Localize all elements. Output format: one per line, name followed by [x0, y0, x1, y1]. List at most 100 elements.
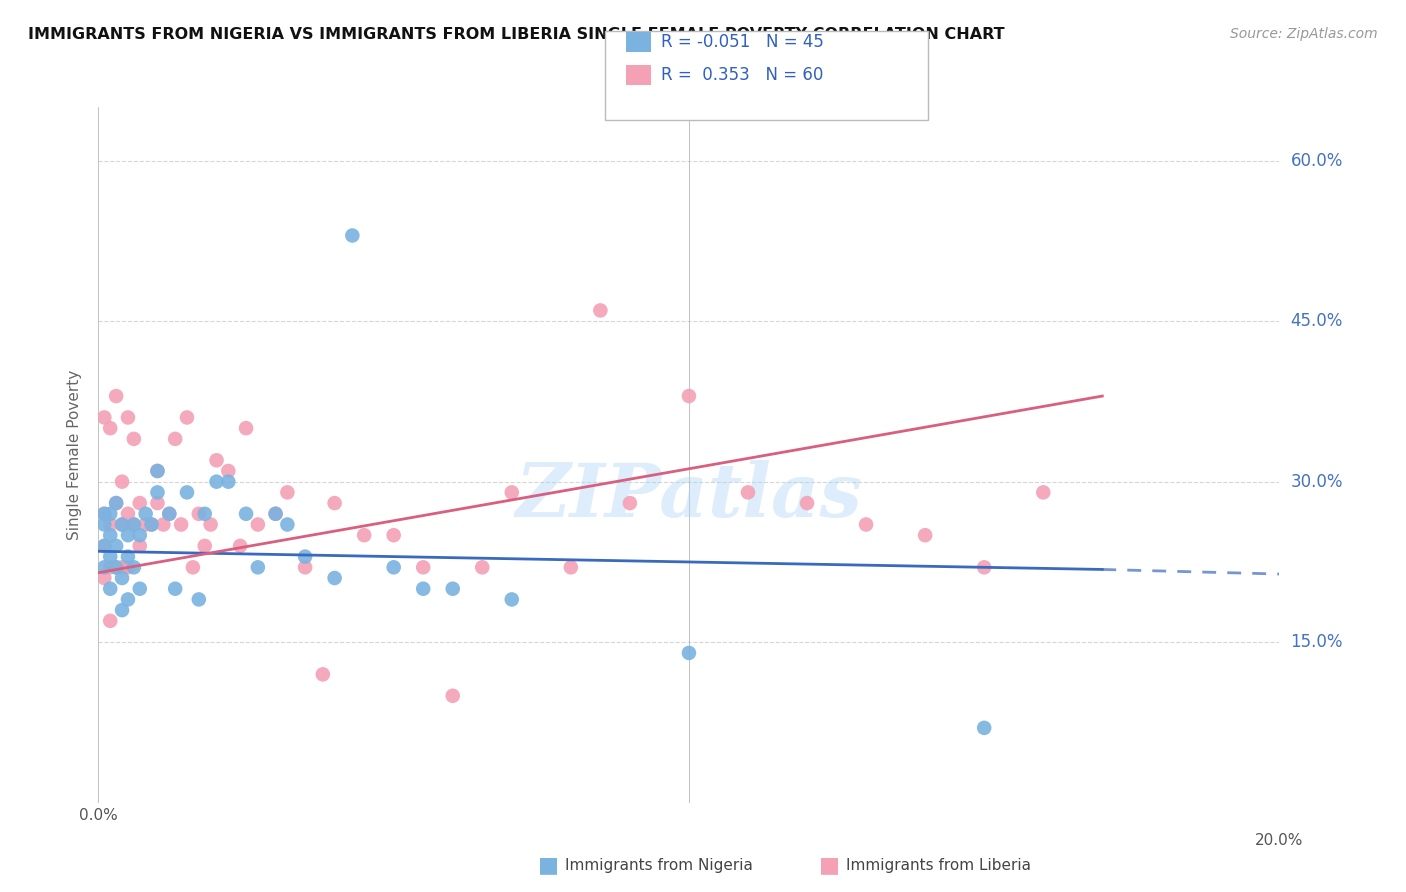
Point	[135, 507, 157, 521]
Point	[246, 517, 269, 532]
Point	[382, 528, 405, 542]
Point	[294, 549, 316, 564]
Point	[157, 507, 180, 521]
Point	[105, 496, 128, 510]
Point	[353, 528, 375, 542]
Point	[501, 485, 523, 500]
Point	[105, 496, 128, 510]
Point	[128, 539, 150, 553]
Text: 20.0%: 20.0%	[1256, 833, 1303, 848]
Point	[146, 485, 169, 500]
Point	[117, 560, 139, 574]
Point	[152, 517, 174, 532]
Point	[200, 517, 222, 532]
Point	[187, 507, 209, 521]
Point	[105, 389, 128, 403]
Point	[205, 475, 228, 489]
Point	[294, 560, 316, 574]
Text: Immigrants from Liberia: Immigrants from Liberia	[846, 858, 1032, 872]
Point	[796, 496, 818, 510]
Point	[93, 507, 115, 521]
Point	[117, 549, 139, 564]
Point	[111, 560, 134, 574]
Point	[382, 560, 405, 574]
Point	[141, 517, 163, 532]
Point	[98, 517, 121, 532]
Point	[342, 228, 364, 243]
Point	[619, 496, 641, 510]
Point	[117, 507, 139, 521]
Point	[973, 560, 995, 574]
Point	[146, 496, 169, 510]
Point	[93, 517, 115, 532]
Point	[98, 549, 121, 564]
Point	[111, 517, 134, 532]
Point	[165, 582, 187, 596]
Point	[157, 507, 180, 521]
Point	[117, 410, 139, 425]
Point	[111, 517, 134, 532]
Text: Source: ZipAtlas.com: Source: ZipAtlas.com	[1230, 27, 1378, 41]
Point	[194, 507, 217, 521]
Point	[122, 517, 145, 532]
Point	[122, 560, 145, 574]
Text: IMMIGRANTS FROM NIGERIA VS IMMIGRANTS FROM LIBERIA SINGLE FEMALE POVERTY CORRELA: IMMIGRANTS FROM NIGERIA VS IMMIGRANTS FR…	[28, 27, 1005, 42]
Point	[111, 603, 134, 617]
Point	[117, 528, 139, 542]
Point	[98, 560, 121, 574]
Point	[678, 389, 700, 403]
Point	[181, 560, 204, 574]
Point	[276, 485, 298, 500]
Point	[146, 464, 169, 478]
Point	[93, 410, 115, 425]
Point	[122, 517, 145, 532]
Point	[105, 560, 128, 574]
Point	[264, 507, 287, 521]
Point	[111, 571, 134, 585]
Text: 30.0%: 30.0%	[1291, 473, 1343, 491]
Point	[501, 592, 523, 607]
Point	[441, 689, 464, 703]
Point	[93, 539, 115, 553]
Point	[93, 560, 115, 574]
Point	[128, 582, 150, 596]
Point	[135, 517, 157, 532]
Point	[235, 507, 257, 521]
Point	[205, 453, 228, 467]
Text: ■: ■	[538, 855, 558, 875]
Point	[235, 421, 257, 435]
Text: 60.0%: 60.0%	[1291, 152, 1343, 169]
Text: 15.0%: 15.0%	[1291, 633, 1343, 651]
Text: 45.0%: 45.0%	[1291, 312, 1343, 330]
Point	[128, 528, 150, 542]
Point	[187, 592, 209, 607]
Point	[146, 464, 169, 478]
Point	[165, 432, 187, 446]
Point	[176, 485, 198, 500]
Point	[589, 303, 612, 318]
Point	[122, 432, 145, 446]
Point	[1032, 485, 1054, 500]
Point	[111, 475, 134, 489]
Point	[93, 539, 115, 553]
Point	[737, 485, 759, 500]
Point	[117, 592, 139, 607]
Point	[217, 475, 239, 489]
Y-axis label: Single Female Poverty: Single Female Poverty	[67, 370, 83, 540]
Point	[98, 614, 121, 628]
Point	[276, 517, 298, 532]
Point	[98, 528, 121, 542]
Point	[560, 560, 582, 574]
Point	[141, 517, 163, 532]
Text: ■: ■	[820, 855, 839, 875]
Text: ZIPatlas: ZIPatlas	[516, 460, 862, 533]
Point	[194, 539, 217, 553]
Point	[471, 560, 494, 574]
Point	[128, 496, 150, 510]
Point	[973, 721, 995, 735]
Point	[176, 410, 198, 425]
Point	[246, 560, 269, 574]
Point	[412, 582, 434, 596]
Point	[412, 560, 434, 574]
Point	[312, 667, 335, 681]
